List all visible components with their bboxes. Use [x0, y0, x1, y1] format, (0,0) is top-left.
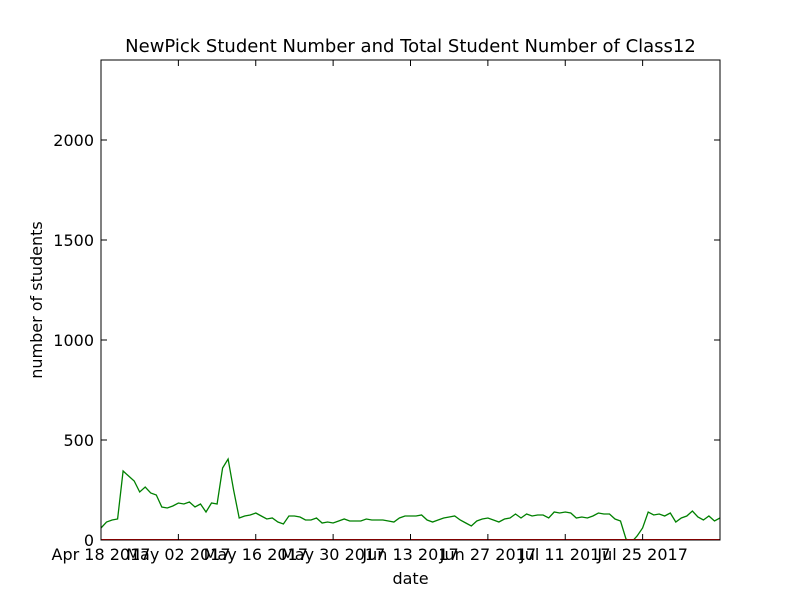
chart-title: NewPick Student Number and Total Student…	[125, 36, 696, 57]
y-axis: 0 500 1000 1500 2000	[53, 131, 720, 550]
x-tick-label: Apr 18 2017	[52, 545, 151, 564]
plot-frame	[100, 59, 721, 541]
x-tick-label: Jun 27 2017	[439, 545, 536, 564]
y-tick-label: 0	[84, 531, 94, 550]
y-tick-label: 500	[63, 431, 94, 450]
y-tick-label: 1500	[53, 231, 94, 250]
y-tick-label: 1000	[53, 331, 94, 350]
y-tick-label: 2000	[53, 131, 94, 150]
series-line-1	[101, 457, 720, 540]
x-tick-label: Jun 13 2017	[361, 545, 458, 564]
x-tick-label: May 30 2017	[281, 545, 385, 564]
x-axis-label: date	[392, 569, 428, 588]
plot-area	[101, 457, 720, 540]
x-tick-label: May 16 2017	[204, 545, 308, 564]
x-tick-label: Jul 11 2017	[519, 545, 611, 564]
x-tick-label: May 02 2017	[126, 545, 230, 564]
x-tick-label: Jul 25 2017	[596, 545, 688, 564]
y-axis-label: number of students	[27, 221, 46, 379]
